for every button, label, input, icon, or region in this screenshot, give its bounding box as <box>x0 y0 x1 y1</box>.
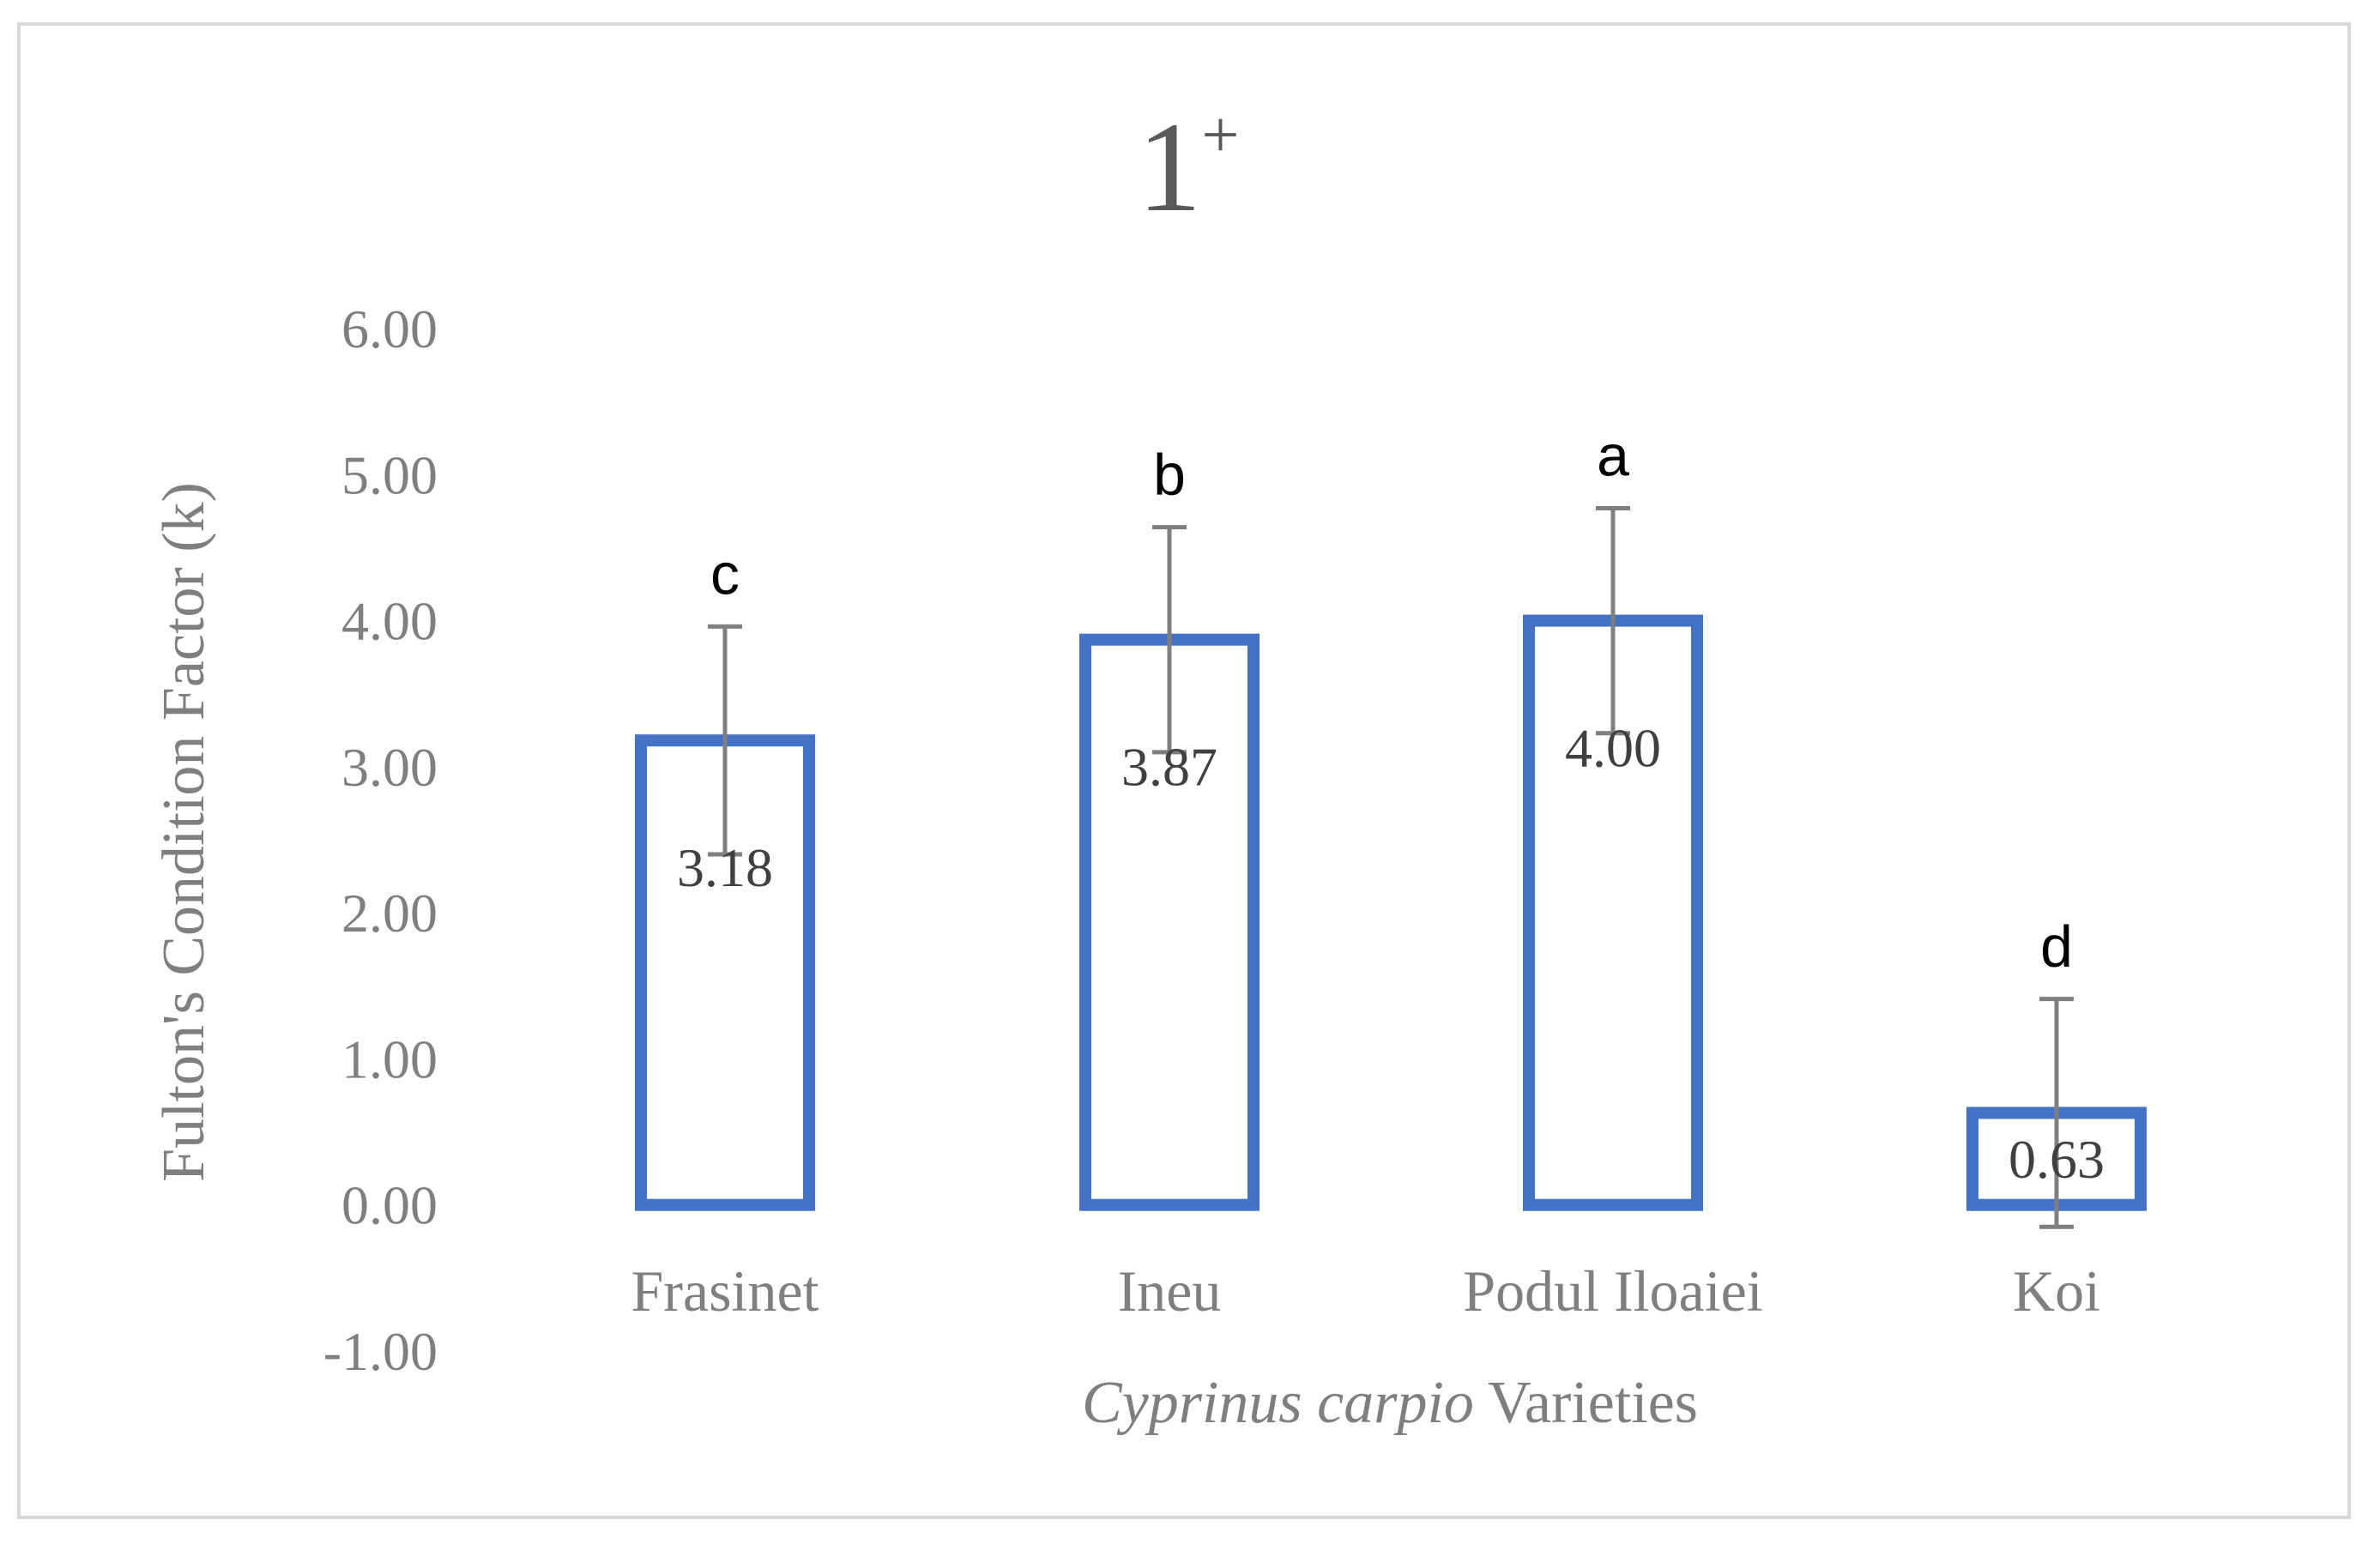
bars <box>635 614 2147 1211</box>
category-label: Frasinet <box>631 1258 819 1324</box>
y-tick-label: -1.00 <box>323 1321 438 1382</box>
error-bar <box>1596 505 1630 736</box>
data-labels: 3.18 3.87 4.00 0.63 <box>677 718 2105 1191</box>
chart-title: 1+ <box>1138 96 1240 238</box>
data-label: 4.00 <box>1565 718 1661 779</box>
x-axis-title: Cyprinus carpio Varieties <box>1082 1370 1698 1436</box>
x-axis-title-italic: Cyprinus carpio <box>1082 1370 1474 1436</box>
y-axis-ticks: -1.00 0.00 1.00 2.00 3.00 4.00 5.00 6.00 <box>323 299 438 1382</box>
category-label: Koi <box>2013 1258 2100 1324</box>
x-axis-title-rest: Varieties <box>1474 1370 1698 1436</box>
error-bars <box>708 505 2074 1229</box>
significance-letter: c <box>710 541 740 606</box>
y-axis-title: Fulton's Condition Factor (k) <box>151 482 217 1182</box>
significance-letter: d <box>2040 914 2073 980</box>
error-bar <box>2039 997 2074 1229</box>
chart-title-superscript: + <box>1202 97 1240 172</box>
x-axis-category-labels: Frasinet Ineu Podul Iloaiei Koi <box>631 1258 2100 1324</box>
y-tick-label: 1.00 <box>341 1028 438 1089</box>
chart-frame <box>17 22 2351 1519</box>
y-tick-label: 4.00 <box>341 591 438 652</box>
significance-letter: b <box>1153 443 1186 508</box>
y-tick-label: 3.00 <box>341 737 438 798</box>
category-label: Ineu <box>1118 1258 1222 1324</box>
data-label: 3.87 <box>1121 737 1217 798</box>
significance-letter: a <box>1597 423 1629 488</box>
y-tick-label: 5.00 <box>341 444 438 505</box>
category-label: Podul Iloaiei <box>1463 1258 1762 1324</box>
significance-letters: c b a d <box>710 423 2073 979</box>
y-tick-label: 2.00 <box>341 883 438 944</box>
data-label: 0.63 <box>2009 1129 2105 1190</box>
error-bar <box>1152 525 1187 755</box>
data-label: 3.18 <box>677 837 773 898</box>
error-bar <box>708 624 742 857</box>
y-tick-label: 6.00 <box>341 299 438 359</box>
chart-title-main: 1 <box>1138 96 1202 238</box>
y-tick-label: 0.00 <box>341 1175 438 1236</box>
